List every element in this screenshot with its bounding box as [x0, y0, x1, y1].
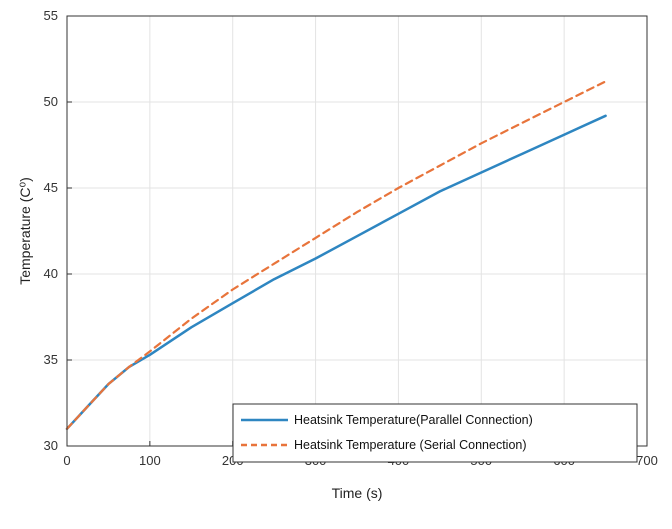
legend-box [232, 403, 638, 463]
y-axis-title: Temperature (C⁰) [17, 177, 33, 285]
series-layer [65, 80, 607, 431]
x-axis-title: Time (s) [332, 485, 383, 501]
legend: Heatsink Temperature(Parallel Connection… [232, 403, 638, 463]
series-line-serial [65, 80, 607, 430]
x-tick-label: 100 [139, 453, 161, 468]
plot-background [67, 16, 647, 446]
x-tick-label: 700 [636, 453, 658, 468]
y-tick-label: 50 [44, 94, 58, 109]
y-tick-label: 55 [44, 8, 58, 23]
y-tick-label: 30 [44, 438, 58, 453]
y-tick-label: 40 [44, 266, 58, 281]
x-tick-label: 0 [63, 453, 70, 468]
legend-label-serial: Heatsink Temperature (Serial Connection) [294, 438, 527, 452]
y-tick-label: 45 [44, 180, 58, 195]
legend-label-parallel: Heatsink Temperature(Parallel Connection… [294, 413, 533, 427]
y-tick-label: 35 [44, 352, 58, 367]
y-axis-ticks: 30 35 40 45 50 55 [44, 8, 72, 453]
